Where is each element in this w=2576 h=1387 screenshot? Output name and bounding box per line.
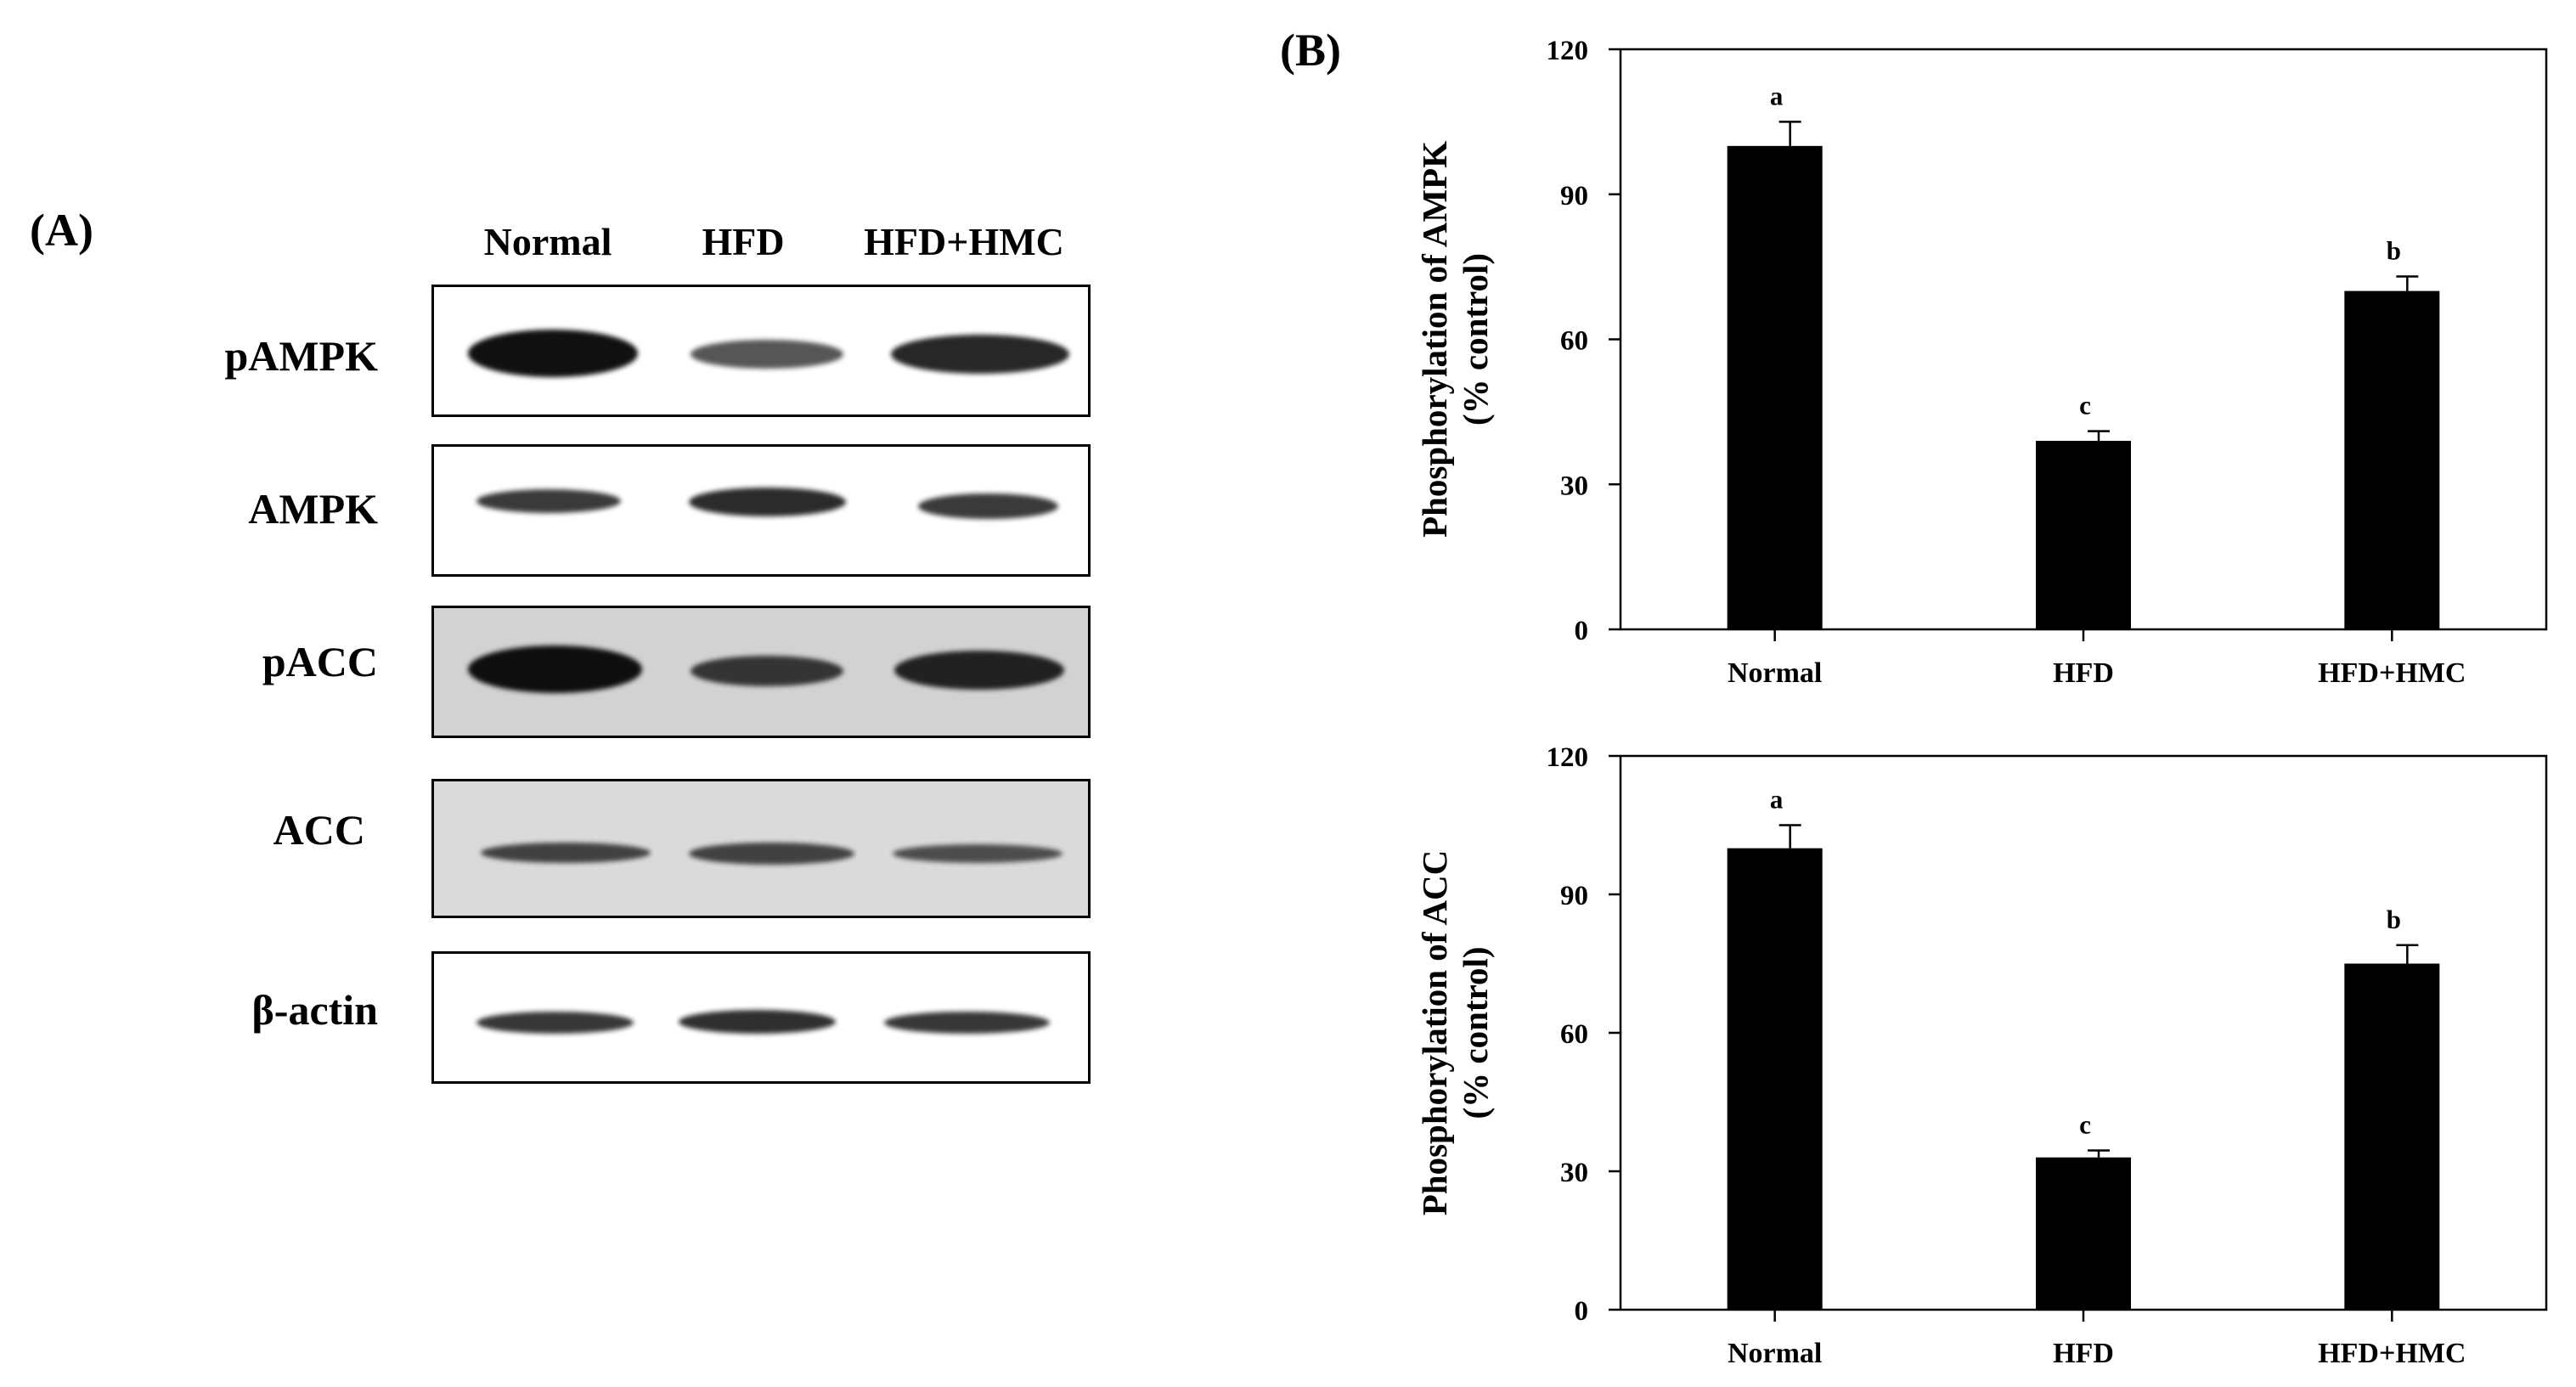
band-pampk-hfd — [691, 340, 843, 369]
y-tick-label: 120 — [1547, 36, 1589, 66]
x-tick-label: Normal — [1728, 657, 1822, 689]
bar-hfd — [2036, 1157, 2131, 1310]
y-axis-label: Phosphorylation of AMPK — [1415, 141, 1454, 538]
significance-letter: c — [2079, 1110, 2091, 1140]
lane-label-normal: Normal — [483, 220, 612, 263]
band-pampk-normal — [468, 330, 638, 377]
band-ampk-hfd-hmc — [918, 493, 1058, 519]
bar-hfd — [2036, 441, 2131, 629]
significance-letter: b — [2387, 905, 2401, 934]
band-acc-normal — [481, 843, 651, 863]
y-tick-label: 30 — [1560, 471, 1588, 501]
band-pacc-hfd — [691, 656, 843, 686]
lane-label-hfd-hmc: HFD+HMC — [864, 220, 1064, 263]
band-pampk-hfd-hmc — [891, 335, 1069, 374]
x-tick-label: HFD — [2053, 657, 2114, 689]
y-axis-label-units: (% control) — [1456, 946, 1495, 1119]
blot-label-pampk: pAMPK — [224, 332, 378, 380]
band-acc-hfd-hmc — [893, 844, 1063, 863]
y-tick-label: 30 — [1560, 1158, 1588, 1188]
blot-label-pacc: pACC — [262, 638, 378, 685]
blot-acc — [431, 779, 1091, 918]
significance-letter: a — [1770, 81, 1784, 110]
significance-letter: a — [1770, 785, 1784, 815]
y-tick-label: 0 — [1575, 616, 1589, 646]
band-beta-actin-hfd — [679, 1010, 836, 1034]
significance-letter: b — [2387, 236, 2401, 266]
x-tick-label: HFD+HMC — [2318, 1338, 2466, 1369]
blot-label-beta-actin: β-actin — [251, 986, 378, 1034]
bar-normal — [1727, 145, 1823, 630]
blot-pampk — [431, 285, 1091, 417]
x-tick-label: HFD — [2053, 1338, 2114, 1369]
y-tick-label: 60 — [1560, 326, 1588, 357]
band-pacc-hfd-hmc — [894, 651, 1064, 690]
y-tick-label: 0 — [1575, 1296, 1589, 1327]
blot-pacc — [431, 606, 1091, 738]
blot-label-ampk: AMPK — [248, 485, 378, 533]
blot-ampk — [431, 444, 1091, 577]
band-acc-hfd — [689, 843, 854, 865]
x-tick-label: HFD+HMC — [2318, 657, 2466, 689]
bar-hfd-hmc — [2344, 963, 2440, 1310]
band-ampk-hfd — [689, 488, 846, 516]
y-tick-label: 90 — [1560, 181, 1588, 211]
band-pacc-normal — [468, 646, 642, 693]
lane-label-hfd: HFD — [702, 220, 785, 263]
significance-letter: c — [2079, 391, 2091, 420]
bar-hfd-hmc — [2344, 290, 2440, 629]
panel-a-label: (A) — [30, 205, 93, 256]
y-tick-label: 90 — [1560, 881, 1588, 911]
y-tick-label: 60 — [1560, 1019, 1588, 1050]
band-beta-actin-normal — [476, 1012, 634, 1034]
bar-normal — [1727, 848, 1823, 1310]
y-tick-label: 120 — [1547, 742, 1589, 773]
band-ampk-normal — [476, 489, 621, 513]
blot-beta-actin — [431, 951, 1091, 1084]
band-beta-actin-hfd-hmc — [884, 1012, 1050, 1034]
panel-b-label: (B) — [1280, 25, 1341, 76]
y-axis-label: Phosphorylation of ACC — [1415, 850, 1454, 1216]
x-tick-label: Normal — [1728, 1338, 1822, 1369]
blot-label-acc: ACC — [273, 806, 365, 854]
y-axis-label-units: (% control) — [1456, 253, 1495, 426]
